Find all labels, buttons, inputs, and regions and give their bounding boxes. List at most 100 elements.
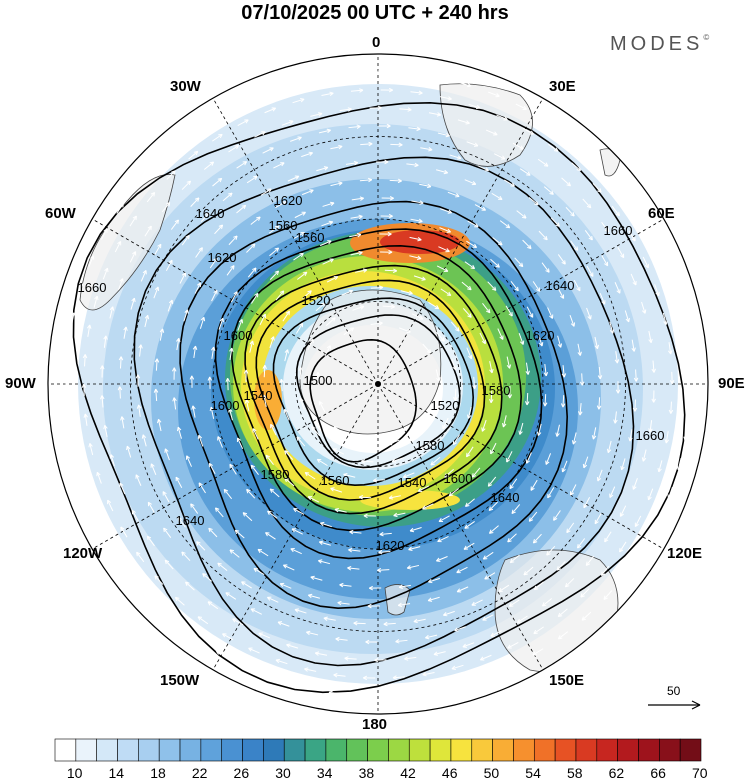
contour-line — [133, 156, 635, 667]
wind-arrow — [230, 291, 238, 303]
wind-arrow — [167, 299, 174, 312]
wind-arrow — [269, 488, 280, 498]
colorbar-swatch — [242, 738, 264, 762]
wind-arrow — [413, 275, 426, 281]
wind-arrow — [153, 286, 160, 299]
wind-arrow — [244, 399, 250, 412]
wind-arrow — [370, 285, 384, 290]
wind-arrow — [200, 212, 210, 223]
wind-arrow — [299, 684, 312, 690]
wind-arrow — [543, 363, 549, 377]
wind-arrow — [410, 218, 423, 224]
wind-arrow — [197, 616, 209, 625]
wind-arrow — [146, 535, 155, 547]
colorbar-tick-label: 42 — [400, 765, 416, 781]
wind-arrow — [304, 472, 316, 480]
wind-arrow — [228, 408, 233, 421]
wind-arrow — [376, 159, 389, 165]
colorbar-swatch — [179, 738, 202, 762]
wind-arrow — [384, 268, 398, 273]
wind-arrow — [557, 631, 569, 640]
wind-arrow — [471, 599, 483, 606]
colorbar-tick-label: 70 — [692, 765, 708, 781]
wind-arrow — [457, 119, 470, 125]
wind-arrow — [318, 540, 331, 546]
wind-arrow — [367, 603, 380, 609]
wind-arrow — [615, 381, 621, 394]
wind-arrow — [162, 491, 170, 503]
colorbar-swatch — [346, 738, 368, 762]
wind-arrow — [344, 656, 357, 661]
wind-arrow — [262, 147, 274, 154]
wind-arrow — [291, 528, 303, 535]
wind-arrow — [388, 693, 402, 699]
wind-arrow — [242, 664, 255, 671]
wind-arrow — [467, 220, 479, 228]
wind-arrow — [560, 395, 566, 408]
wind-arrow — [410, 90, 423, 96]
wind-arrow — [579, 373, 585, 386]
wind-arrow — [154, 358, 160, 371]
wind-arrow — [351, 196, 364, 201]
wind-arrow — [641, 301, 647, 314]
map-title: 07/10/2025 00 UTC + 240 hrs — [241, 2, 509, 24]
wind-arrow — [130, 297, 136, 310]
colorbar-tick-label: 18 — [150, 765, 166, 781]
wind-arrow — [391, 457, 404, 463]
wind-arrow — [154, 157, 164, 167]
longitude-label: 180 — [362, 716, 388, 733]
wind-arrow — [406, 564, 420, 570]
wind-arrow — [195, 247, 203, 258]
wind-arrow — [315, 302, 326, 312]
reference-vector-label: 50 — [667, 684, 681, 698]
wind-arrow — [406, 162, 419, 168]
wind-arrow — [250, 464, 259, 476]
wind-arrow — [398, 584, 411, 589]
wind-arrow — [262, 394, 267, 407]
wind-arrow — [464, 179, 477, 186]
wind-arrow — [269, 247, 280, 257]
wind-arrow — [319, 521, 332, 528]
wind-arrow — [629, 199, 638, 211]
longitude-label: 120E — [667, 545, 703, 562]
wind-arrow — [664, 431, 670, 444]
wind-arrow — [293, 508, 305, 515]
wind-arrow — [596, 397, 602, 410]
wind-arrow — [557, 254, 566, 265]
wind-arrow — [379, 531, 392, 537]
wind-arrow — [651, 360, 656, 373]
wind-arrow — [411, 200, 424, 205]
longitude-label: 90W — [5, 375, 36, 392]
wind-arrow — [318, 400, 326, 413]
colorbar-swatch — [659, 738, 681, 762]
wind-arrow — [444, 468, 454, 478]
wind-arrow — [183, 309, 189, 322]
wind-arrow — [254, 131, 266, 138]
wind-arrow — [286, 643, 299, 649]
wind-arrow — [393, 512, 406, 518]
wind-arrow — [536, 423, 542, 436]
wind-arrow — [555, 424, 560, 437]
wind-arrow — [566, 522, 575, 534]
wind-arrow — [538, 334, 544, 347]
contour-label: 1600 — [444, 471, 473, 486]
wind-arrow — [516, 210, 527, 219]
wind-arrow — [466, 347, 473, 360]
wind-arrow — [297, 271, 308, 280]
wind-arrow — [380, 249, 393, 255]
wind-arrow — [321, 91, 334, 97]
wind-arrow — [379, 231, 392, 237]
wind-arrow — [409, 255, 422, 261]
wind-arrow — [474, 204, 487, 211]
wind-arrow — [275, 290, 285, 301]
wind-arrow — [363, 675, 376, 681]
wind-arrow — [190, 503, 199, 514]
wind-arrow — [506, 451, 513, 463]
colorbar-tick-label: 46 — [441, 765, 458, 781]
longitude-label: 0 — [372, 34, 381, 51]
wind-arrow — [191, 405, 196, 418]
wind-arrow — [188, 150, 199, 160]
wind-arrow — [569, 314, 576, 327]
wind-arrow — [487, 281, 497, 291]
